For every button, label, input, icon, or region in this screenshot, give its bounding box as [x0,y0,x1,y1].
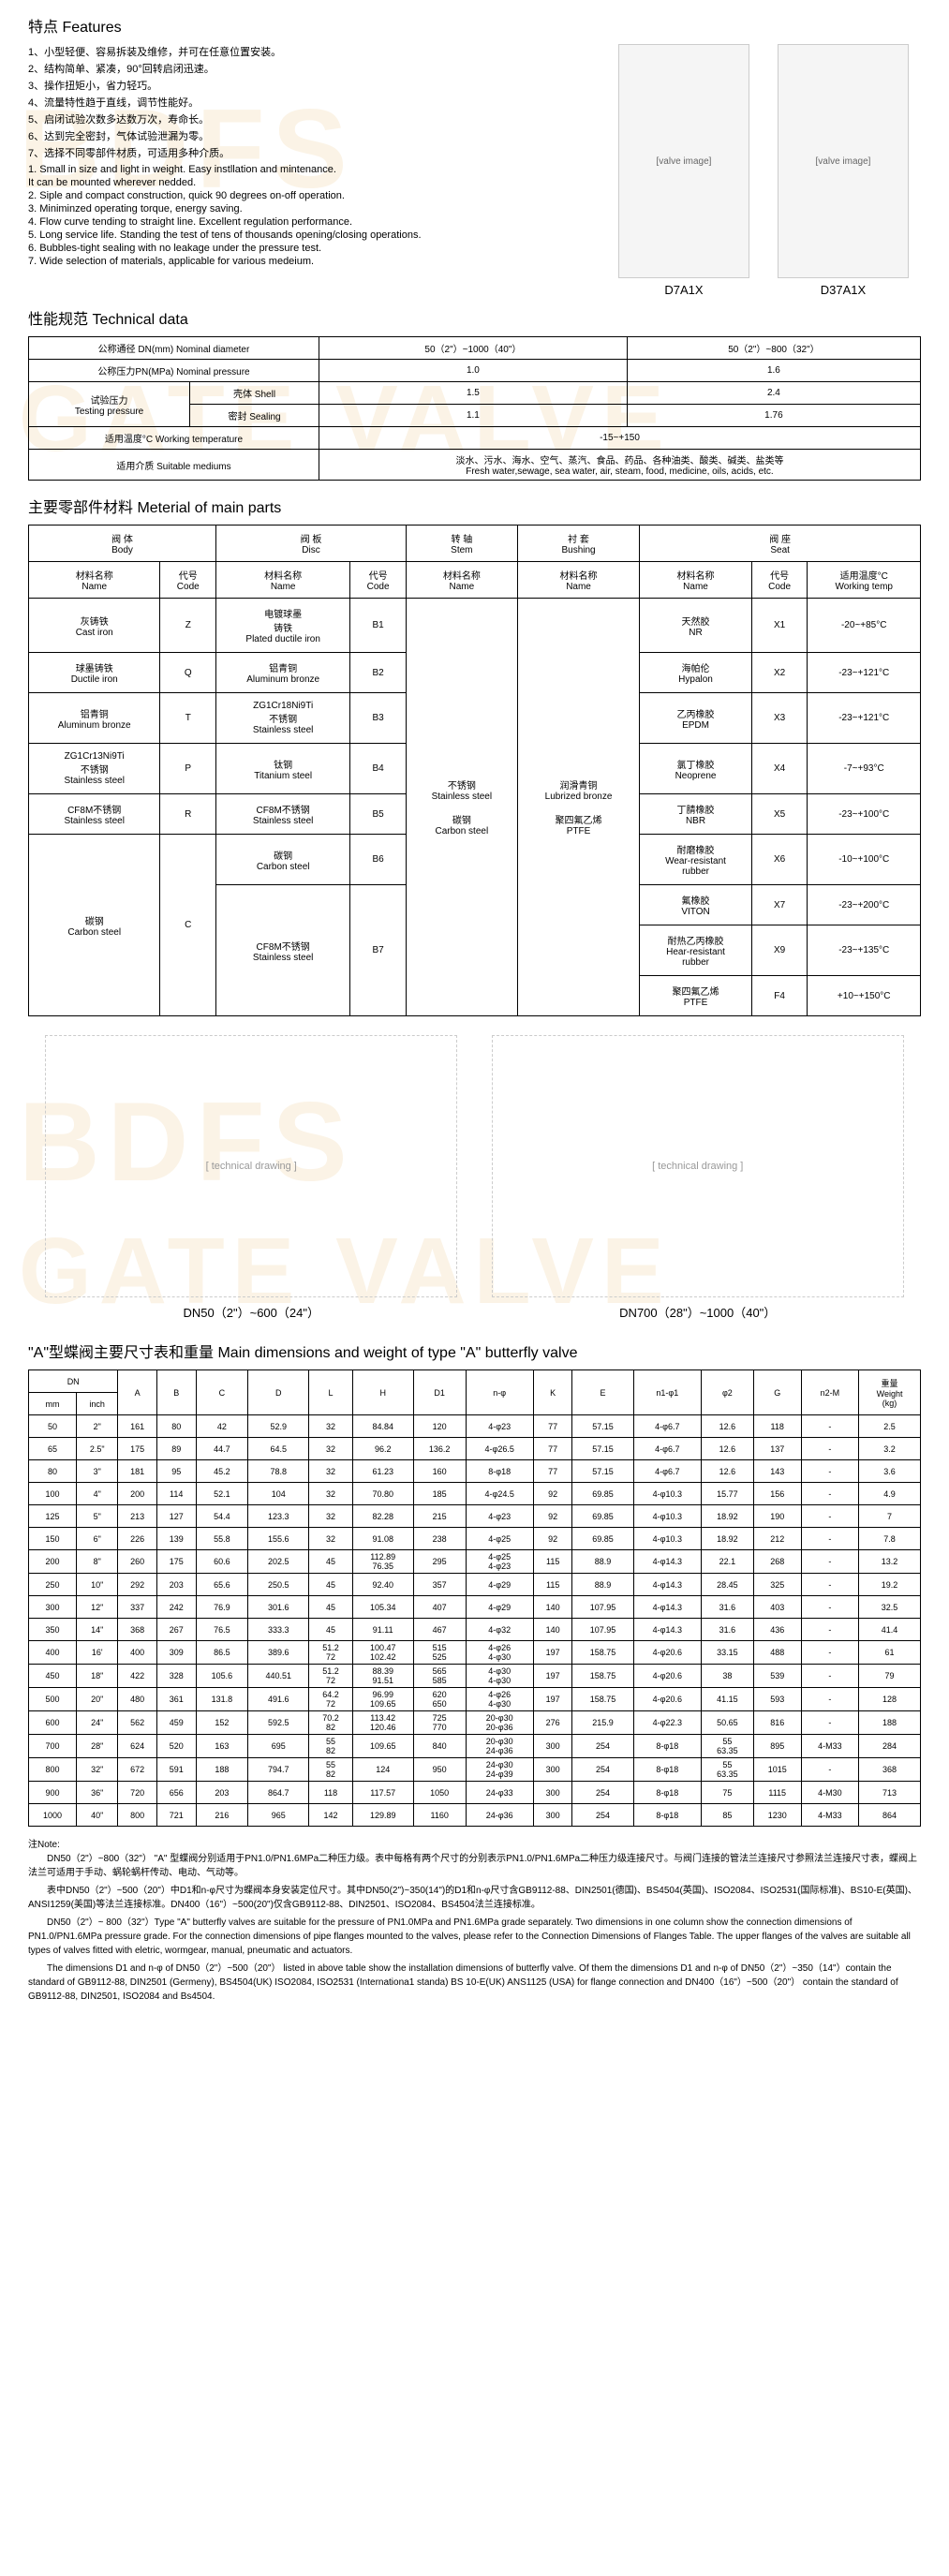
table-row: 30012"33724276.9301.645105.344074-φ29140… [29,1596,921,1619]
feature-item: 1. Small in size and light in weight. Ea… [28,164,609,175]
table-row: 2008"26017560.6202.545112.89 76.352954-φ… [29,1550,921,1574]
note-line: DN50（2"）~800（32"） "A" 型蝶阀分别适用于PN1.0/PN1.… [28,1852,921,1880]
feature-item: 6、达到完全密封，气体试验泄漏为零。 [28,128,609,143]
table-row: 803"1819545.278.83261.231608-φ187757.154… [29,1460,921,1483]
feature-item: 2. Siple and compact construction, quick… [28,190,609,201]
parts-title: 主要零部件材料 Meterial of main parts [28,495,921,517]
features-en-list: 1. Small in size and light in weight. Ea… [28,164,609,267]
feature-item: 1、小型轻便、容易拆装及维修，并可在任意位置安装。 [28,44,609,59]
table-row: 100040"800721216965142129.89116024-φ3630… [29,1804,921,1827]
feature-item: 4、流量特性趋于直线，调节性能好。 [28,95,609,110]
feature-item: 2、结构简单、紧凑，90°回转启闭迅速。 [28,61,609,76]
table-row: 502"161804252.93284.841204-φ237757.154-φ… [29,1415,921,1438]
technical-drawing-1: [ technical drawing ] [45,1035,457,1297]
table-row: 652.5"1758944.764.53296.2136.24-φ26.5775… [29,1438,921,1460]
feature-item: 3. Miniminzed operating torque, energy s… [28,203,609,215]
dimensions-table: DNABCDLHD1n-φKEn1-φ1φ2Gn2-M重量 Weight (kg… [28,1369,921,1827]
table-row: 90036"720656203864.7118117.57105024-φ333… [29,1782,921,1804]
features-cn-list: 1、小型轻便、容易拆装及维修，并可在任意位置安装。 2、结构简单、紧凑，90°回转… [28,44,609,160]
notes-section: 注Note: DN50（2"）~800（32"） "A" 型蝶阀分别适用于PN1… [28,1838,921,2004]
dims-title: "A"型蝶阀主要尺寸表和重量 Main dimensions and weigh… [28,1340,921,1362]
tech-table: 公称通径 DN(mm) Nominal diameter50（2"）~1000（… [28,336,921,481]
note-line: The dimensions D1 and n-φ of DN50（2"）~50… [28,1962,921,2004]
diagram-label-1: DN50（2"）~600（24"） [45,1303,457,1321]
feature-item: 5. Long service life. Standing the test … [28,229,609,241]
diagram-label-2: DN700（28"）~1000（40"） [492,1303,904,1321]
feature-item: 5、启闭试验次数多达数万次，寿命长。 [28,111,609,126]
table-row: 80032"672591188794.755 8212495024-φ30 24… [29,1758,921,1782]
table-row: 45018"422328105.6440.5151.2 7288.39 91.5… [29,1665,921,1688]
valve-image-2: [valve image] [778,44,909,278]
tech-title: 性能规范 Technical data [28,306,921,329]
table-row: 1004"20011452.11043270.801854-φ24.59269.… [29,1483,921,1505]
table-row: 1255"21312754.4123.33282.282154-φ239269.… [29,1505,921,1528]
table-row: 1506"22613955.8155.63291.082384-φ259269.… [29,1528,921,1550]
table-row: 35014"36826776.5333.34591.114674-φ321401… [29,1619,921,1641]
table-row: 60024"562459152592.570.2 82113.42 120.46… [29,1711,921,1735]
note-line: DN50（2"）~ 800（32"）Type "A" butterfly val… [28,1916,921,1958]
parts-table: 阀 体 Body 阀 板 Disc 转 轴 Stem 衬 套 Bushing 阀… [28,525,921,1016]
table-row: 40016'40030986.5389.651.2 72100.47 102.4… [29,1641,921,1665]
features-title: 特点 Features [28,14,921,37]
feature-item: 4. Flow curve tending to straight line. … [28,216,609,228]
feature-item: It can be mounted wherever nedded. [28,177,609,188]
table-row: 25010"29220365.6250.54592.403574-φ291158… [29,1574,921,1596]
feature-item: 6. Bubbles-tight sealing with no leakage… [28,243,609,254]
technical-drawing-2: [ technical drawing ] [492,1035,904,1297]
table-row: 50020"480361131.8491.664.2 7296.99 109.6… [29,1688,921,1711]
notes-title: 注Note: [28,1840,60,1850]
note-line: 表中DN50（2"）~500（20"）中D1和n-φ尺寸为蝶阀本身安装定位尺寸。… [28,1884,921,1912]
valve-label-2: D37A1X [778,283,909,297]
feature-item: 7. Wide selection of materials, applicab… [28,256,609,267]
feature-item: 3、操作扭矩小，省力轻巧。 [28,78,609,93]
feature-item: 7、选择不同零部件材质，可适用多种介质。 [28,145,609,160]
valve-image-1: [valve image] [618,44,749,278]
table-row: 70028"62452016369555 82109.6584020-φ30 2… [29,1735,921,1758]
valve-label-1: D7A1X [618,283,749,297]
